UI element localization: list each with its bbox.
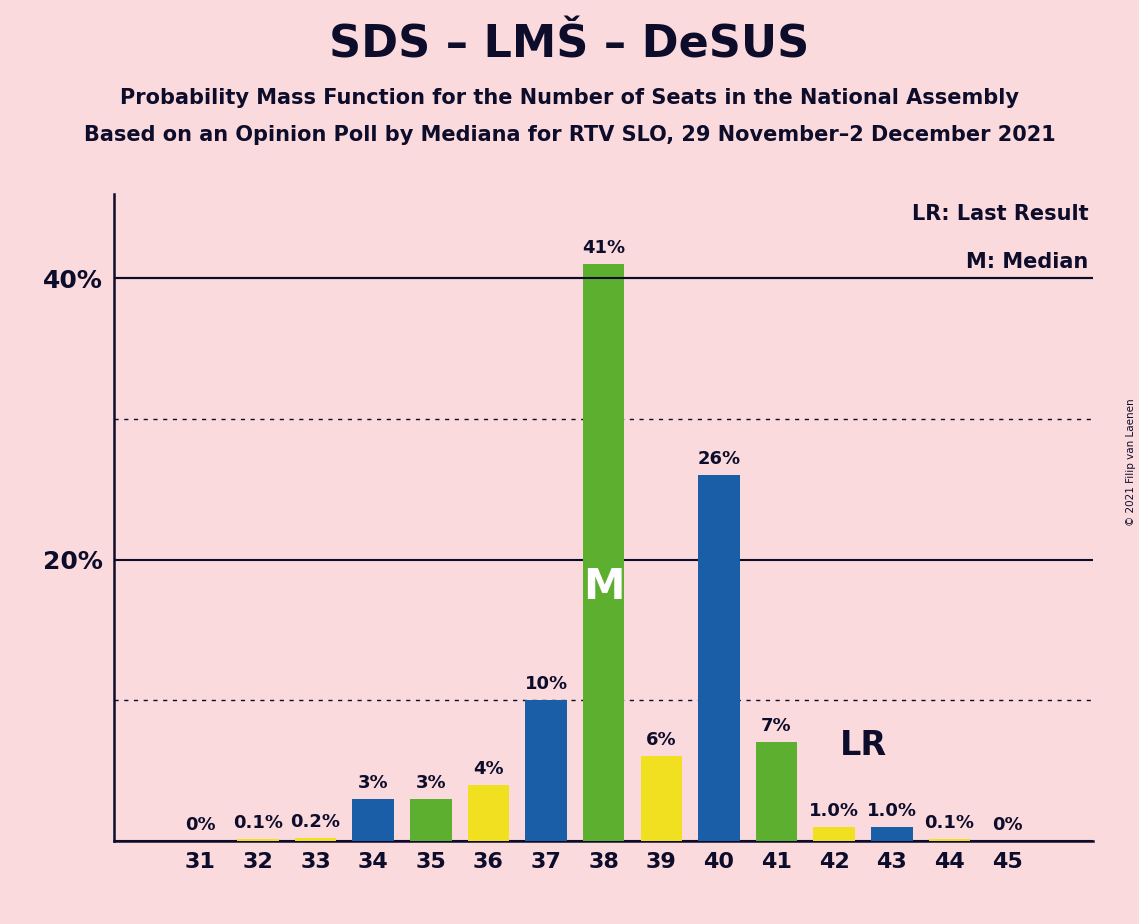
Text: 1.0%: 1.0% xyxy=(867,802,917,820)
Text: 3%: 3% xyxy=(416,773,446,792)
Bar xyxy=(640,757,682,841)
Text: 0.1%: 0.1% xyxy=(233,814,282,833)
Bar xyxy=(698,475,739,841)
Bar xyxy=(813,827,855,841)
Text: © 2021 Filip van Laenen: © 2021 Filip van Laenen xyxy=(1126,398,1136,526)
Bar xyxy=(295,838,336,841)
Text: LR: Last Result: LR: Last Result xyxy=(912,204,1089,224)
Text: 0%: 0% xyxy=(992,816,1023,833)
Bar xyxy=(352,798,394,841)
Bar xyxy=(583,264,624,841)
Bar xyxy=(468,784,509,841)
Text: 6%: 6% xyxy=(646,732,677,749)
Text: 0%: 0% xyxy=(185,816,215,833)
Text: 26%: 26% xyxy=(697,450,740,468)
Bar xyxy=(410,798,451,841)
Bar xyxy=(237,839,279,841)
Bar xyxy=(871,827,912,841)
Text: 4%: 4% xyxy=(473,760,503,778)
Text: 3%: 3% xyxy=(358,773,388,792)
Text: 10%: 10% xyxy=(524,675,567,693)
Bar xyxy=(756,742,797,841)
Text: 1.0%: 1.0% xyxy=(809,802,859,820)
Text: M: M xyxy=(583,566,624,608)
Text: LR: LR xyxy=(839,729,886,761)
Text: Probability Mass Function for the Number of Seats in the National Assembly: Probability Mass Function for the Number… xyxy=(120,88,1019,108)
Text: 41%: 41% xyxy=(582,239,625,257)
Text: M: Median: M: Median xyxy=(966,252,1089,273)
Bar xyxy=(525,700,567,841)
Text: SDS – LMŠ – DeSUS: SDS – LMŠ – DeSUS xyxy=(329,23,810,67)
Text: 0.1%: 0.1% xyxy=(925,814,974,833)
Text: 7%: 7% xyxy=(761,717,792,736)
Bar xyxy=(928,839,970,841)
Text: Based on an Opinion Poll by Mediana for RTV SLO, 29 November–2 December 2021: Based on an Opinion Poll by Mediana for … xyxy=(83,125,1056,145)
Text: 0.2%: 0.2% xyxy=(290,813,341,831)
